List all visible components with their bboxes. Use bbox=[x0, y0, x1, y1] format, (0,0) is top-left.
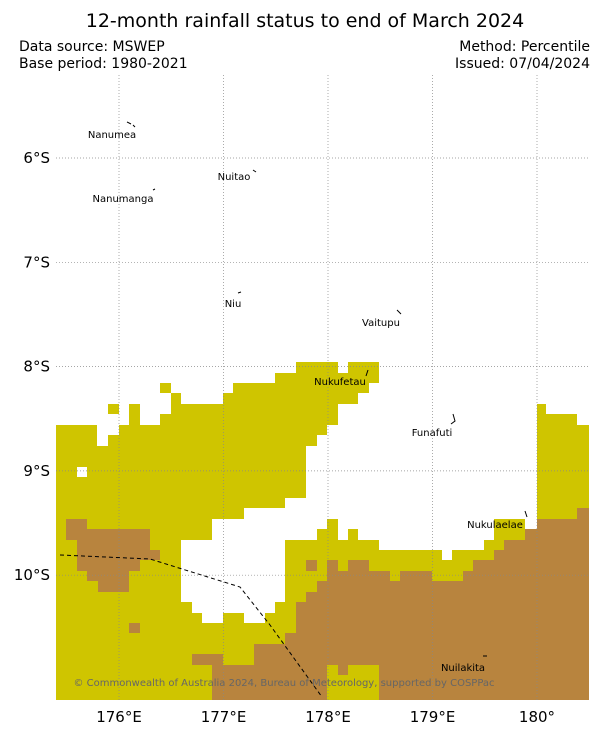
issued: Issued: 07/04/2024 bbox=[455, 56, 590, 72]
map-area: Nanumea Nuitao Nanumanga Niu Vaitupu Nuk… bbox=[56, 75, 589, 700]
lon-tick-label: 179°E bbox=[410, 708, 456, 726]
base-period: Base period: 1980-2021 bbox=[19, 56, 188, 72]
brown-cell bbox=[306, 560, 317, 571]
brown-cell bbox=[327, 560, 338, 571]
yellow-region bbox=[327, 665, 379, 700]
yellow-cell bbox=[160, 383, 171, 393]
place-label: Nanumanga bbox=[93, 194, 154, 205]
lat-tick-label: 7°S bbox=[23, 253, 50, 271]
place-label: Niu bbox=[225, 299, 242, 310]
place-label: Nukufetau bbox=[314, 377, 366, 388]
lon-tick-label: 180° bbox=[519, 708, 555, 726]
yellow-cell bbox=[108, 404, 119, 414]
place-label: Nuitao bbox=[218, 172, 251, 183]
lon-tick-label: 176°E bbox=[96, 708, 142, 726]
boundary-line bbox=[59, 554, 323, 698]
brown-region bbox=[285, 508, 589, 700]
place-label: Nanumea bbox=[88, 130, 136, 141]
title: 12-month rainfall status to end of March… bbox=[86, 10, 524, 32]
place-label: Funafuti bbox=[412, 428, 453, 439]
lat-tick-label: 10°S bbox=[14, 566, 50, 584]
place-label: Nukulaelae bbox=[467, 520, 523, 531]
lon-tick-label: 177°E bbox=[201, 708, 247, 726]
data-source: Data source: MSWEP bbox=[19, 39, 165, 55]
credit: © Commonwealth of Australia 2024, Bureau… bbox=[73, 678, 494, 689]
lat-tick-label: 9°S bbox=[23, 462, 50, 480]
lat-tick-label: 6°S bbox=[23, 149, 50, 167]
place-label: Nuilakita bbox=[441, 663, 485, 674]
method: Method: Percentile bbox=[459, 39, 590, 55]
lon-tick-label: 178°E bbox=[305, 708, 351, 726]
islands bbox=[126, 121, 528, 657]
place-label: Vaitupu bbox=[362, 318, 400, 329]
lat-tick-label: 8°S bbox=[23, 358, 50, 376]
brown-cell bbox=[129, 623, 140, 633]
brown-region bbox=[66, 519, 160, 592]
brown-region bbox=[192, 644, 285, 700]
